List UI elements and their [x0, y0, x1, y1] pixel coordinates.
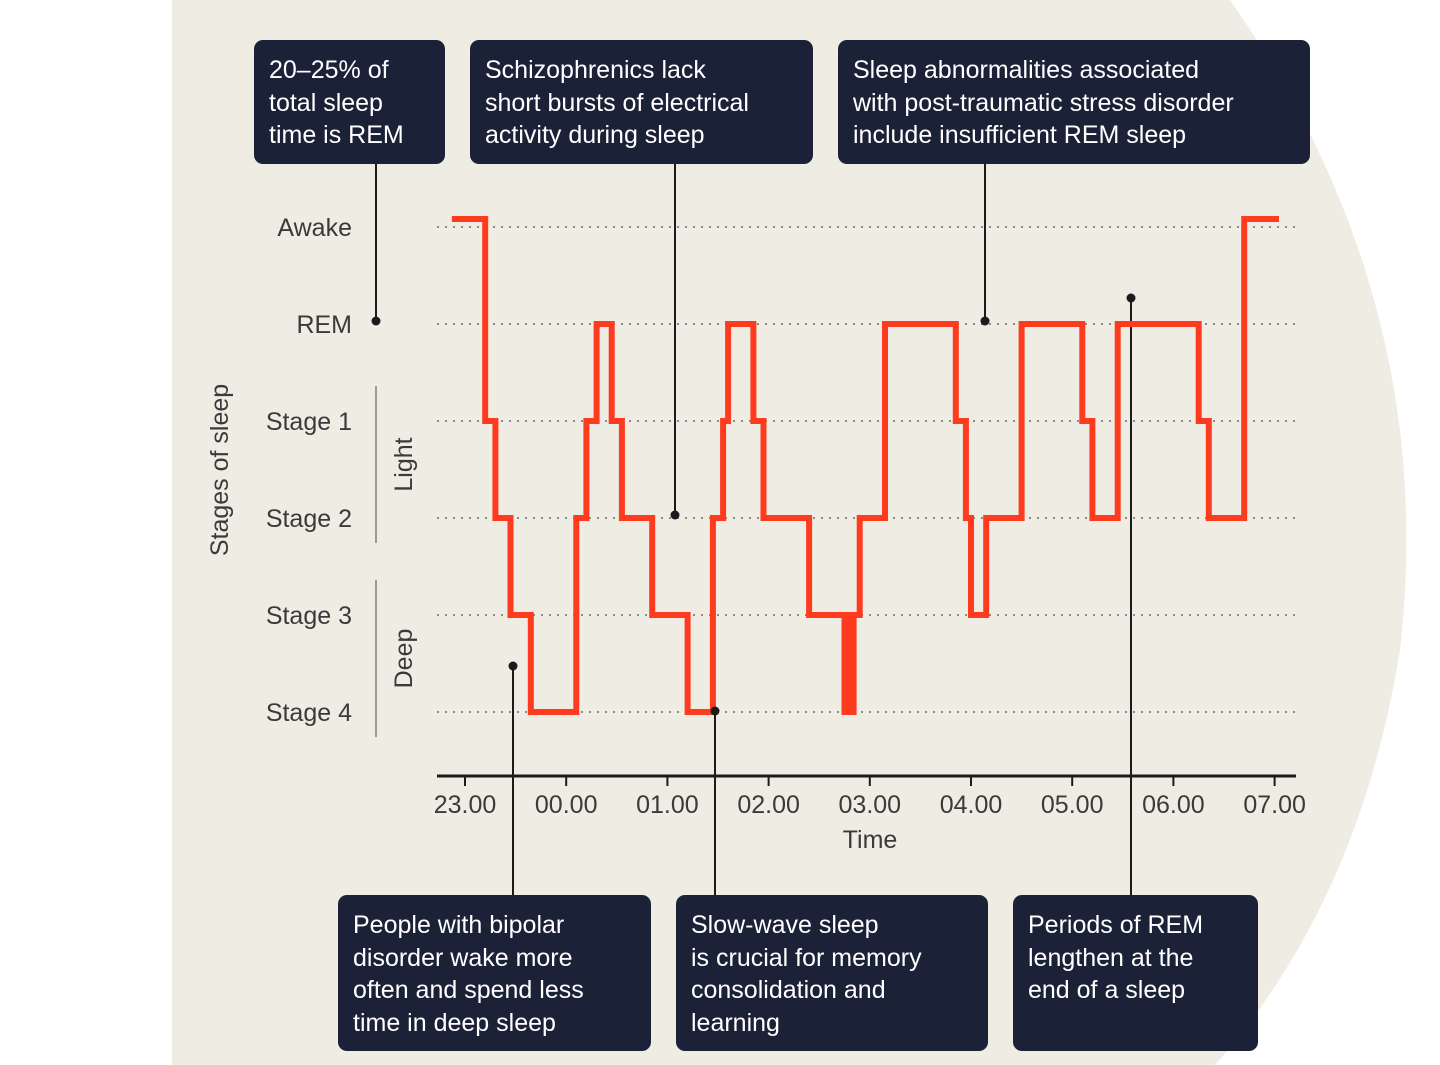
- annotation-ptsd: Sleep abnormalities associated with post…: [838, 40, 1310, 164]
- annotation-rem-share: 20–25% of total sleep time is REM: [254, 40, 445, 164]
- leader-dot: [670, 510, 680, 520]
- group-label: Light: [390, 437, 418, 491]
- annotation-schizophrenics: Schizophrenics lack short bursts of elec…: [470, 40, 813, 164]
- leader-dot: [508, 661, 518, 671]
- leader-dot: [1126, 293, 1136, 303]
- y-axis-title: Stages of sleep: [206, 384, 234, 556]
- grid-lines: [437, 226, 1298, 713]
- x-tick-label: 02.00: [737, 791, 800, 819]
- y-tick-label: Awake: [277, 214, 352, 242]
- x-tick-label: 23.00: [434, 791, 497, 819]
- stage-groups: Light Deep: [375, 386, 418, 737]
- x-ticks: 23.00 00.00 01.00 02.00 03.00 04.00 05.00 06.00…: [434, 776, 1306, 819]
- x-tick-label: 05.00: [1041, 791, 1104, 819]
- leader-dot: [710, 706, 720, 716]
- annotation-slow-wave: Slow-wave sleep is crucial for memory co…: [676, 895, 988, 1051]
- annotation-rem-lengthen: Periods of REM lengthen at the end of a …: [1013, 895, 1258, 1051]
- y-tick-label: Stage 4: [266, 699, 352, 727]
- x-tick-label: 04.00: [940, 791, 1003, 819]
- hypnogram-line: [451, 216, 1279, 715]
- annotation-leaders: [375, 164, 1132, 895]
- y-tick-label: Stage 2: [266, 505, 352, 533]
- y-tick-label: Stage 3: [266, 602, 352, 630]
- x-tick-label: 06.00: [1142, 791, 1205, 819]
- x-tick-label: 07.00: [1243, 791, 1306, 819]
- y-tick-label: Stage 1: [266, 408, 352, 436]
- annotation-bipolar: People with bipolar disorder wake more o…: [338, 895, 651, 1051]
- annotation-dots: [371, 293, 1136, 716]
- leader-dot: [371, 316, 381, 326]
- chart-panel: [172, 0, 1407, 1065]
- leader-dot: [980, 316, 990, 326]
- x-tick-label: 03.00: [839, 791, 902, 819]
- x-tick-label: 00.00: [535, 791, 598, 819]
- y-tick-label: REM: [296, 311, 352, 339]
- x-axis-title: Time: [843, 826, 898, 854]
- x-tick-label: 01.00: [636, 791, 699, 819]
- group-label: Deep: [390, 629, 418, 689]
- y-tick-labels: Awake REM Stage 1 Stage 2 Stage 3 Stage 4: [266, 214, 352, 727]
